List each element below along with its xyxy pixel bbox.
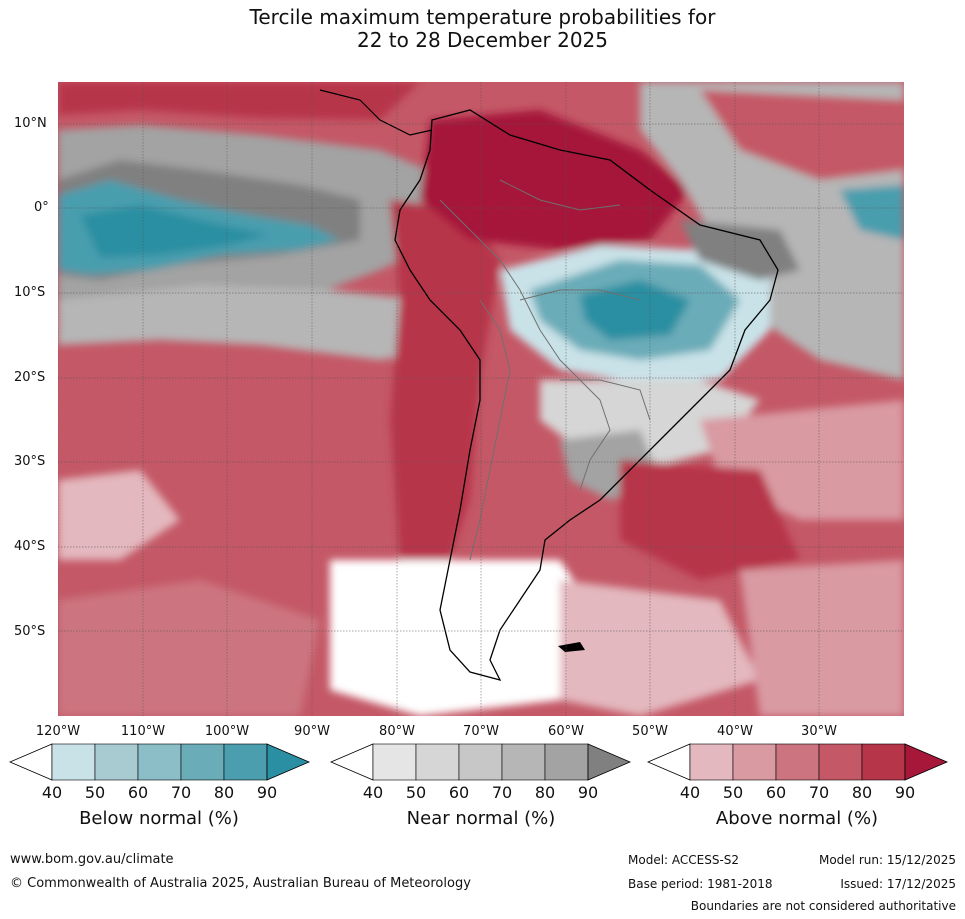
colorbar-segment xyxy=(732,743,777,781)
colorbar-right-extension xyxy=(587,743,632,781)
colorbar-tick-label: 70 xyxy=(808,783,830,802)
footer-model-run: Model run: 15/12/2025 xyxy=(818,853,956,867)
footer-model: Model: ACCESS-S2 xyxy=(628,853,740,867)
colorbar-tick-label: 40 xyxy=(41,783,63,802)
lon-label-70w: 70°W xyxy=(463,724,499,739)
lon-label-100w: 100°W xyxy=(204,724,250,739)
lon-label-90w: 90°W xyxy=(294,724,330,739)
map-title-line1: Tercile maximum temperature probabilitie… xyxy=(249,5,716,29)
lat-label-10s: 10°S xyxy=(14,285,46,300)
lat-label-10n: 10°N xyxy=(14,116,47,131)
legend-title-below-normal: Below normal (%) xyxy=(79,808,239,829)
colorbar-tick-label: 90 xyxy=(256,783,278,802)
colorbar-segment xyxy=(415,743,460,781)
footer-copyright: © Commonwealth of Australia 2025, Austra… xyxy=(10,876,471,891)
colorbar-right-extension xyxy=(266,743,311,781)
colorbar-segment xyxy=(372,743,417,781)
colorbar-left-extension xyxy=(329,743,374,781)
lon-label-60w: 60°W xyxy=(548,724,584,739)
colorbar-segment xyxy=(180,743,225,781)
lat-label-20s: 20°S xyxy=(14,370,46,385)
lat-label-0: 0° xyxy=(34,200,49,215)
colorbar-tick-label: 50 xyxy=(84,783,106,802)
lat-label-30s: 30°S xyxy=(14,454,46,469)
colorbar-segment xyxy=(458,743,503,781)
colorbar-tick-label: 80 xyxy=(213,783,235,802)
lon-label-120w: 120°W xyxy=(35,724,81,739)
colorbar-tick-label: 60 xyxy=(765,783,787,802)
colorbar-segment xyxy=(689,743,734,781)
colorbar-tick-label: 80 xyxy=(851,783,873,802)
colorbar-segment xyxy=(775,743,820,781)
colorbar-segment xyxy=(544,743,589,781)
colorbar-segment xyxy=(94,743,139,781)
colorbar-below-normal xyxy=(8,743,311,781)
colorbar-tick-label: 90 xyxy=(577,783,599,802)
colorbar-left-extension xyxy=(8,743,53,781)
colorbar-tick-label: 40 xyxy=(362,783,384,802)
map-field xyxy=(58,82,904,716)
colorbar-segment xyxy=(223,743,268,781)
colorbar-right-extension xyxy=(904,743,949,781)
colorbar-tick-label: 90 xyxy=(894,783,916,802)
probability-map xyxy=(58,82,904,716)
colorbar-tick-label: 40 xyxy=(679,783,701,802)
legend-title-above-normal: Above normal (%) xyxy=(715,808,879,829)
colorbar-tick-label: 70 xyxy=(491,783,513,802)
colorbar-tick-label: 50 xyxy=(722,783,744,802)
lon-label-30w: 30°W xyxy=(801,724,837,739)
colorbar-near-normal xyxy=(329,743,632,781)
colorbar-left-extension xyxy=(646,743,691,781)
footer-disclaimer: Boundaries are not considered authoritat… xyxy=(690,899,956,913)
lon-label-40w: 40°W xyxy=(717,724,753,739)
footer-website: www.bom.gov.au/climate xyxy=(10,852,174,867)
colorbar-tick-label: 70 xyxy=(170,783,192,802)
colorbar-segment xyxy=(137,743,182,781)
map-title-line2: 22 to 28 December 2025 xyxy=(356,28,608,52)
lat-label-40s: 40°S xyxy=(14,539,46,554)
footer-base-period: Base period: 1981-2018 xyxy=(628,877,773,891)
colorbar-segment xyxy=(51,743,96,781)
colorbar-tick-label: 60 xyxy=(448,783,470,802)
lon-label-50w: 50°W xyxy=(632,724,668,739)
colorbar-tick-label: 50 xyxy=(405,783,427,802)
lat-label-50s: 50°S xyxy=(14,624,46,639)
footer-issued: Issued: 17/12/2025 xyxy=(840,877,956,891)
south-america-outline xyxy=(394,109,779,681)
colorbar-segment xyxy=(818,743,863,781)
lon-label-110w: 110°W xyxy=(120,724,166,739)
colorbar-segment xyxy=(501,743,546,781)
colorbar-tick-label: 80 xyxy=(534,783,556,802)
lon-label-80w: 80°W xyxy=(379,724,415,739)
colorbar-tick-label: 60 xyxy=(127,783,149,802)
colorbar-segment xyxy=(861,743,906,781)
legend-title-near-normal: Near normal (%) xyxy=(406,808,556,829)
colorbar-above-normal xyxy=(646,743,949,781)
